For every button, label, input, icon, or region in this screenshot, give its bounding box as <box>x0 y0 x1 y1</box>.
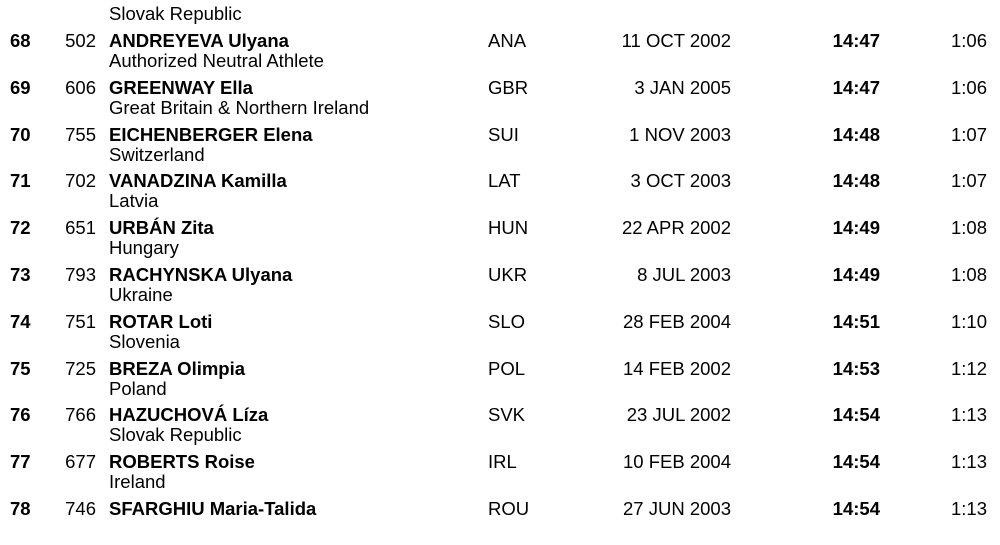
table-row: 75 725 BREZA Olimpia Poland POL 14 FEB 2… <box>0 358 1000 405</box>
nation-name: Ireland <box>109 471 166 493</box>
date-of-birth: 28 FEB 2004 <box>623 310 731 332</box>
result-time: 14:49 <box>832 217 880 239</box>
bib-number: 755 <box>65 123 96 145</box>
athlete-name: BREZA Olimpia <box>109 357 246 379</box>
nation-code: ANA <box>488 30 527 51</box>
table-row: 72 651 URBÁN Zita Hungary HUN 22 APR 200… <box>0 217 1000 264</box>
table-row: 68 502 ANDREYEVA Ulyana Authorized Neutr… <box>0 30 1000 77</box>
time-behind: 1:07 <box>950 123 987 145</box>
table-row: 76 766 HAZUCHOVÁ Líza Slovak Republic SV… <box>0 404 1000 451</box>
result-time: 14:47 <box>832 76 880 98</box>
bib-number: 651 <box>65 217 96 239</box>
table-row: 74 751 ROTAR Loti Slovenia SLO 28 FEB 20… <box>0 311 1000 358</box>
rank: 72 <box>10 217 31 239</box>
time-behind: 1:10 <box>950 310 987 332</box>
rank: 69 <box>10 76 31 98</box>
rank: 78 <box>10 498 31 519</box>
nation-name: Switzerland <box>109 143 205 165</box>
rank: 75 <box>10 357 31 379</box>
rank: 73 <box>10 264 31 285</box>
bib-number: 766 <box>65 404 96 426</box>
athlete-name: EICHENBERGER Elena <box>109 123 313 145</box>
date-of-birth: 14 FEB 2002 <box>623 357 731 379</box>
result-time: 14:54 <box>832 498 880 519</box>
rank: 71 <box>10 170 31 192</box>
table-row: 78 746 SFARGHIU Maria-Talida ROU 27 JUN … <box>0 498 1000 545</box>
result-time: 14:49 <box>832 264 880 285</box>
athlete-name: ROBERTS Roise <box>109 451 255 473</box>
date-of-birth: 1 NOV 2003 <box>629 123 731 145</box>
time-behind: 1:08 <box>950 264 987 285</box>
bib-number: 502 <box>65 30 96 51</box>
athlete-name: GREENWAY Ella <box>109 76 253 98</box>
nation-code: SVK <box>488 404 526 426</box>
result-time: 14:53 <box>832 357 880 379</box>
time-behind: 1:13 <box>950 404 987 426</box>
athlete-name: RACHYNSKA Ulyana <box>109 264 293 285</box>
athlete-name: ANDREYEVA Ulyana <box>109 30 289 51</box>
date-of-birth: 3 JAN 2005 <box>634 76 731 98</box>
rank: 74 <box>10 310 31 332</box>
previous-row-nation: Slovak Republic <box>109 3 242 24</box>
nation-code: HUN <box>488 217 529 239</box>
table-row: 70 755 EICHENBERGER Elena Switzerland SU… <box>0 124 1000 171</box>
rank: 68 <box>10 30 31 51</box>
rank: 76 <box>10 404 31 426</box>
date-of-birth: 23 JUL 2002 <box>626 404 731 426</box>
nation-code: SLO <box>488 310 526 332</box>
nation-name: Latvia <box>109 190 159 212</box>
nation-name: Poland <box>109 377 167 399</box>
bib-number: 606 <box>65 76 96 98</box>
date-of-birth: 8 JUL 2003 <box>637 264 731 285</box>
result-time: 14:47 <box>832 30 880 51</box>
date-of-birth: 11 OCT 2002 <box>621 30 731 51</box>
result-time: 14:54 <box>832 451 880 473</box>
bib-number: 746 <box>65 498 96 519</box>
nation-name: Authorized Neutral Athlete <box>109 50 324 71</box>
time-behind: 1:12 <box>950 357 987 379</box>
nation-code: POL <box>488 357 526 379</box>
bib-number: 793 <box>65 264 96 285</box>
nation-code: LAT <box>488 170 521 192</box>
result-time: 14:54 <box>832 404 880 426</box>
date-of-birth: 27 JUN 2003 <box>623 498 731 519</box>
nation-code: ROU <box>488 498 530 519</box>
date-of-birth: 22 APR 2002 <box>621 217 731 239</box>
table-row: 71 702 VANADZINA Kamilla Latvia LAT 3 OC… <box>0 170 1000 217</box>
nation-code: GBR <box>488 76 529 98</box>
athlete-name: SFARGHIU Maria-Talida <box>109 498 317 519</box>
nation-code: IRL <box>488 451 517 473</box>
nation-code: UKR <box>488 264 528 285</box>
athlete-name: VANADZINA Kamilla <box>109 170 287 192</box>
time-behind: 1:13 <box>950 451 987 473</box>
table-row: 69 606 GREENWAY Ella Great Britain & Nor… <box>0 77 1000 124</box>
nation-name: Hungary <box>109 237 179 259</box>
rank: 70 <box>10 123 31 145</box>
nation-name: Slovak Republic <box>109 424 242 446</box>
time-behind: 1:13 <box>950 498 987 519</box>
athlete-name: ROTAR Loti <box>109 310 213 332</box>
table-row: 73 793 RACHYNSKA Ulyana Ukraine UKR 8 JU… <box>0 264 1000 311</box>
time-behind: 1:08 <box>950 217 987 239</box>
time-behind: 1:06 <box>950 30 987 51</box>
date-of-birth: 3 OCT 2003 <box>630 170 731 192</box>
time-behind: 1:06 <box>950 76 987 98</box>
time-behind: 1:07 <box>950 170 987 192</box>
table-row: 77 677 ROBERTS Roise Ireland IRL 10 FEB … <box>0 451 1000 498</box>
result-time: 14:48 <box>832 170 880 192</box>
nation-code: SUI <box>488 123 519 145</box>
bib-number: 725 <box>65 357 96 379</box>
bib-number: 751 <box>65 310 96 332</box>
result-time: 14:51 <box>832 310 880 332</box>
athlete-name: URBÁN Zita <box>109 217 214 239</box>
nation-name: Great Britain & Northern Ireland <box>109 96 370 118</box>
nation-name: Slovenia <box>109 330 180 352</box>
bib-number: 677 <box>65 451 96 473</box>
nation-name: Ukraine <box>109 284 173 305</box>
rank: 77 <box>10 451 31 473</box>
athlete-name: HAZUCHOVÁ Líza <box>109 404 269 426</box>
bib-number: 702 <box>65 170 96 192</box>
date-of-birth: 10 FEB 2004 <box>623 451 731 473</box>
result-time: 14:48 <box>832 123 880 145</box>
